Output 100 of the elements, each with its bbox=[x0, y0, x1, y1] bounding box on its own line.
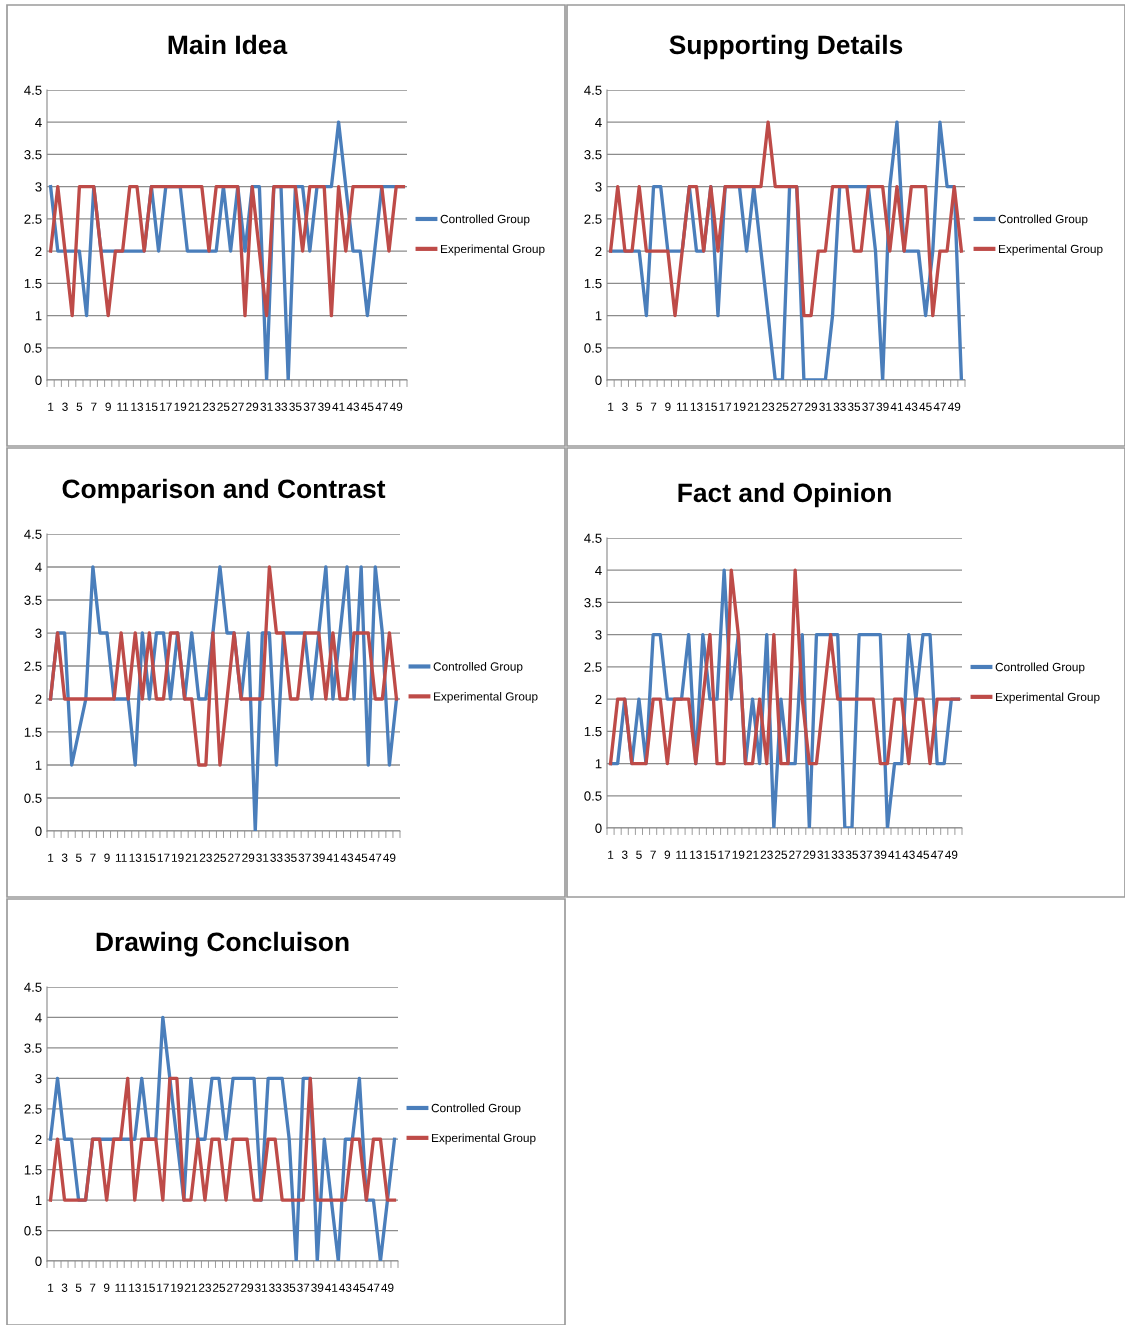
y-tick-label: 3.5 bbox=[24, 595, 42, 605]
y-tick-label: 4 bbox=[595, 565, 602, 575]
chart-title: Comparison and Contrast bbox=[62, 478, 386, 504]
x-tick-label: 19 bbox=[733, 402, 746, 411]
x-tick-label: 33 bbox=[270, 853, 283, 862]
chart-title: Drawing Concluison bbox=[96, 931, 349, 957]
x-tick-label: 39 bbox=[318, 402, 331, 411]
y-tick-label: 1.5 bbox=[24, 279, 42, 289]
x-tick-label: 49 bbox=[381, 1283, 394, 1292]
x-tick-label: 47 bbox=[930, 850, 944, 859]
y-tick-label: 0 bbox=[595, 375, 602, 385]
y-tick-label: 1 bbox=[595, 759, 602, 769]
x-tick-label: 25 bbox=[774, 850, 788, 859]
x-tick-label: 17 bbox=[718, 850, 731, 859]
x-tick-label: 27 bbox=[789, 850, 802, 859]
x-tick-label: 1 bbox=[48, 402, 54, 411]
y-tick-label: 2.5 bbox=[24, 214, 42, 224]
x-tick-label: 23 bbox=[199, 853, 212, 862]
x-tick-label: 43 bbox=[339, 1283, 352, 1292]
x-tick-label: 45 bbox=[353, 1283, 366, 1292]
x-tick-label: 37 bbox=[860, 850, 873, 859]
x-tick-label: 5 bbox=[636, 402, 643, 411]
y-tick-label: 1.5 bbox=[584, 727, 602, 737]
x-tick-label: 29 bbox=[805, 402, 818, 411]
x-tick-label: 41 bbox=[888, 850, 901, 859]
y-tick-label: 0.5 bbox=[24, 343, 42, 353]
x-tick-label: 25 bbox=[217, 402, 230, 411]
y-tick-label: 1 bbox=[35, 1195, 42, 1205]
x-tick-label: 7 bbox=[650, 850, 656, 859]
legend-label: Experimental Group bbox=[434, 691, 538, 703]
x-tick-label: 13 bbox=[690, 850, 702, 859]
line-series bbox=[608, 568, 961, 766]
y-tick-label: 0.5 bbox=[584, 791, 602, 801]
x-tick-label: 5 bbox=[75, 1283, 82, 1292]
y-tick-label: 2 bbox=[35, 246, 42, 256]
y-tick-label: 2.5 bbox=[584, 662, 602, 672]
x-tick-label: 41 bbox=[326, 853, 339, 862]
x-tick-label: 29 bbox=[241, 1283, 254, 1292]
x-tick-label: 35 bbox=[284, 853, 297, 862]
x-tick-label: 17 bbox=[719, 402, 732, 411]
legend-label: Experimental Group bbox=[996, 692, 1100, 704]
y-tick-label: 3.5 bbox=[24, 1043, 42, 1053]
x-tick-label: 41 bbox=[890, 402, 903, 411]
y-tick-label: 0 bbox=[35, 1256, 42, 1266]
x-tick-label: 49 bbox=[945, 850, 958, 859]
x-tick-label: 15 bbox=[145, 402, 158, 411]
x-tick-label: 13 bbox=[690, 402, 703, 411]
x-tick-label: 21 bbox=[746, 850, 759, 859]
x-tick-label: 23 bbox=[198, 1283, 211, 1292]
x-tick-label: 19 bbox=[171, 853, 184, 862]
y-tick-label: 1 bbox=[35, 760, 42, 770]
y-tick-label: 4.5 bbox=[24, 982, 42, 992]
legend-label: Controlled Group bbox=[433, 662, 523, 674]
line-series bbox=[48, 565, 399, 767]
x-tick-label: 23 bbox=[762, 402, 775, 411]
x-tick-label: 45 bbox=[919, 402, 932, 411]
x-tick-label: 19 bbox=[174, 402, 187, 411]
y-tick-label: 2 bbox=[595, 694, 602, 704]
x-tick-label: 37 bbox=[298, 853, 311, 862]
x-tick-label: 9 bbox=[104, 853, 110, 862]
y-tick-label: 4.5 bbox=[24, 529, 42, 539]
x-tick-label: 47 bbox=[367, 1283, 380, 1292]
x-tick-label: 29 bbox=[242, 853, 255, 862]
x-tick-label: 27 bbox=[227, 1283, 239, 1292]
x-tick-label: 3 bbox=[61, 1283, 68, 1292]
x-tick-label: 19 bbox=[171, 1283, 183, 1292]
x-tick-label: 7 bbox=[91, 402, 97, 411]
x-tick-label: 23 bbox=[203, 402, 216, 411]
x-tick-label: 33 bbox=[274, 402, 288, 411]
chart-title: Main Idea bbox=[168, 34, 288, 55]
x-tick-label: 1 bbox=[608, 850, 614, 859]
x-tick-label: 1 bbox=[608, 402, 614, 411]
x-tick-label: 21 bbox=[184, 1283, 197, 1292]
x-tick-label: 33 bbox=[833, 402, 846, 411]
y-tick-label: 0.5 bbox=[584, 343, 602, 353]
x-tick-label: 37 bbox=[297, 1283, 310, 1292]
legend-label: Experimental Group bbox=[441, 244, 545, 256]
y-tick-label: 3.5 bbox=[584, 598, 602, 608]
x-tick-label: 21 bbox=[747, 402, 760, 411]
y-tick-label: 1 bbox=[35, 311, 42, 321]
x-tick-label: 37 bbox=[303, 402, 316, 411]
x-tick-label: 29 bbox=[246, 402, 259, 411]
x-tick-label: 23 bbox=[760, 850, 773, 859]
x-tick-label: 3 bbox=[61, 853, 68, 862]
x-tick-label: 35 bbox=[283, 1283, 296, 1292]
x-tick-label: 17 bbox=[157, 853, 170, 862]
x-tick-label: 39 bbox=[876, 402, 889, 411]
x-tick-label: 15 bbox=[705, 402, 717, 411]
x-tick-label: 31 bbox=[256, 853, 269, 862]
x-tick-label: 27 bbox=[790, 402, 803, 411]
x-tick-label: 31 bbox=[819, 402, 832, 411]
x-tick-label: 49 bbox=[389, 402, 403, 411]
line-series bbox=[608, 120, 964, 318]
legend-label: Experimental Group bbox=[432, 1133, 536, 1145]
x-tick-label: 17 bbox=[160, 402, 172, 411]
y-tick-label: 2 bbox=[595, 246, 602, 256]
x-tick-label: 13 bbox=[129, 853, 142, 862]
x-tick-label: 47 bbox=[369, 853, 382, 862]
y-tick-label: 3.5 bbox=[584, 150, 602, 160]
x-tick-label: 11 bbox=[115, 1283, 127, 1292]
